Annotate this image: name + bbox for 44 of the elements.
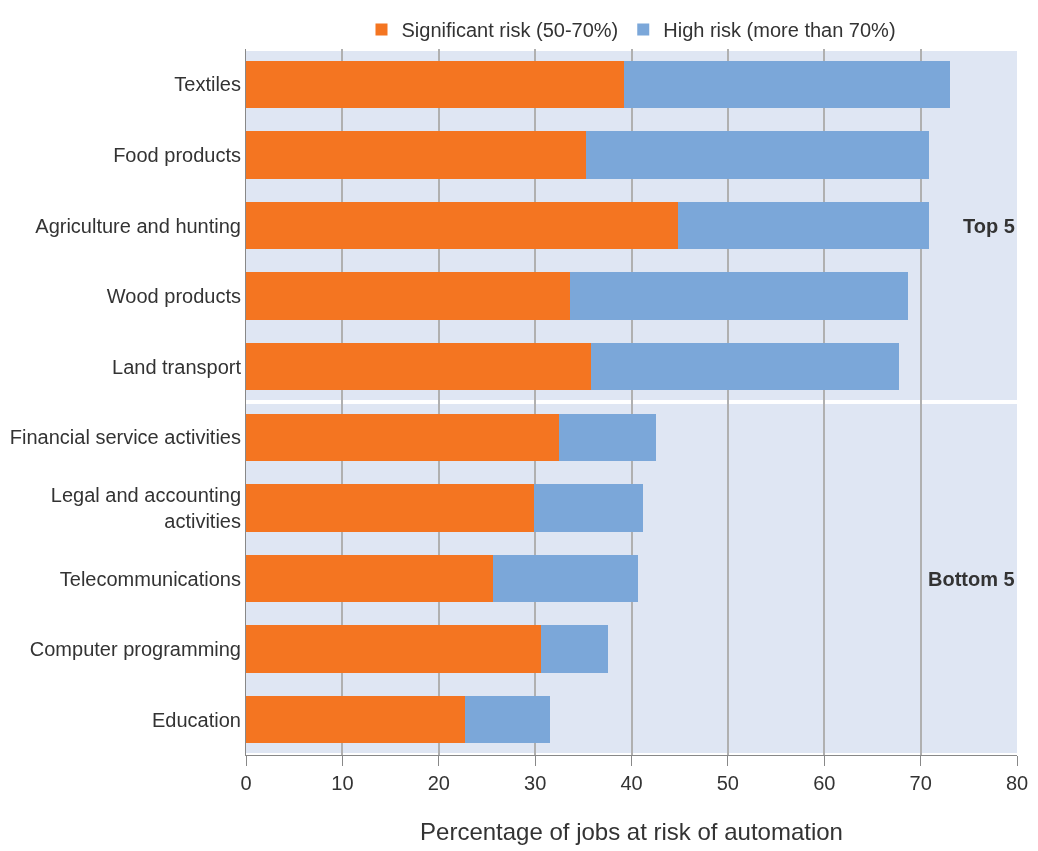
bar [246,413,560,461]
y-tick-label: Legal and accounting activities [50,483,241,532]
bar [246,625,541,673]
y-tick-label: Financial service activities [9,426,241,449]
x-tick-label: 0 [240,772,252,794]
bar [246,554,493,603]
y-tick-label: Agriculture and hunting [35,214,241,237]
bar [246,131,587,179]
bar [591,343,900,391]
y-tick-label: Wood products [106,285,241,308]
x-tick-label: 30 [524,772,547,794]
y-tick-label: Telecommunications [59,567,241,590]
y-tick-label: Education [152,708,241,731]
legend-label: Significant risk (50-70%) [401,19,619,42]
bar [246,343,592,391]
x-tick-label: 20 [427,772,450,794]
y-tick-label: Land transport [112,355,242,378]
band-label: Top 5 [963,215,1015,237]
bar [540,625,609,673]
bar [246,60,624,108]
x-tick-label: 80 [1005,772,1029,794]
x-tick-label: 60 [813,772,836,794]
bar [586,131,930,179]
y-tick-label: Textiles [174,73,241,96]
bar [246,272,570,320]
band-label: Bottom 5 [928,568,1015,590]
bar [534,484,644,532]
bar [464,696,550,744]
x-axis-title: Percentage of jobs at risk of automation [420,818,843,846]
x-tick-label: 50 [716,772,739,794]
x-tick-label: 40 [620,772,643,794]
legend-label: High risk (more than 70%) [663,19,896,42]
x-tick-label: 70 [909,772,932,794]
bar [246,484,535,532]
y-tick-label: Computer programming [29,638,241,661]
x-tick-label: 10 [331,772,354,794]
bar [246,696,465,744]
bar [569,272,909,320]
bar [623,60,950,108]
bar [492,554,639,603]
y-tick-label: Food products [113,143,241,166]
bar [677,201,930,250]
bar [246,201,678,250]
bar [559,413,656,461]
